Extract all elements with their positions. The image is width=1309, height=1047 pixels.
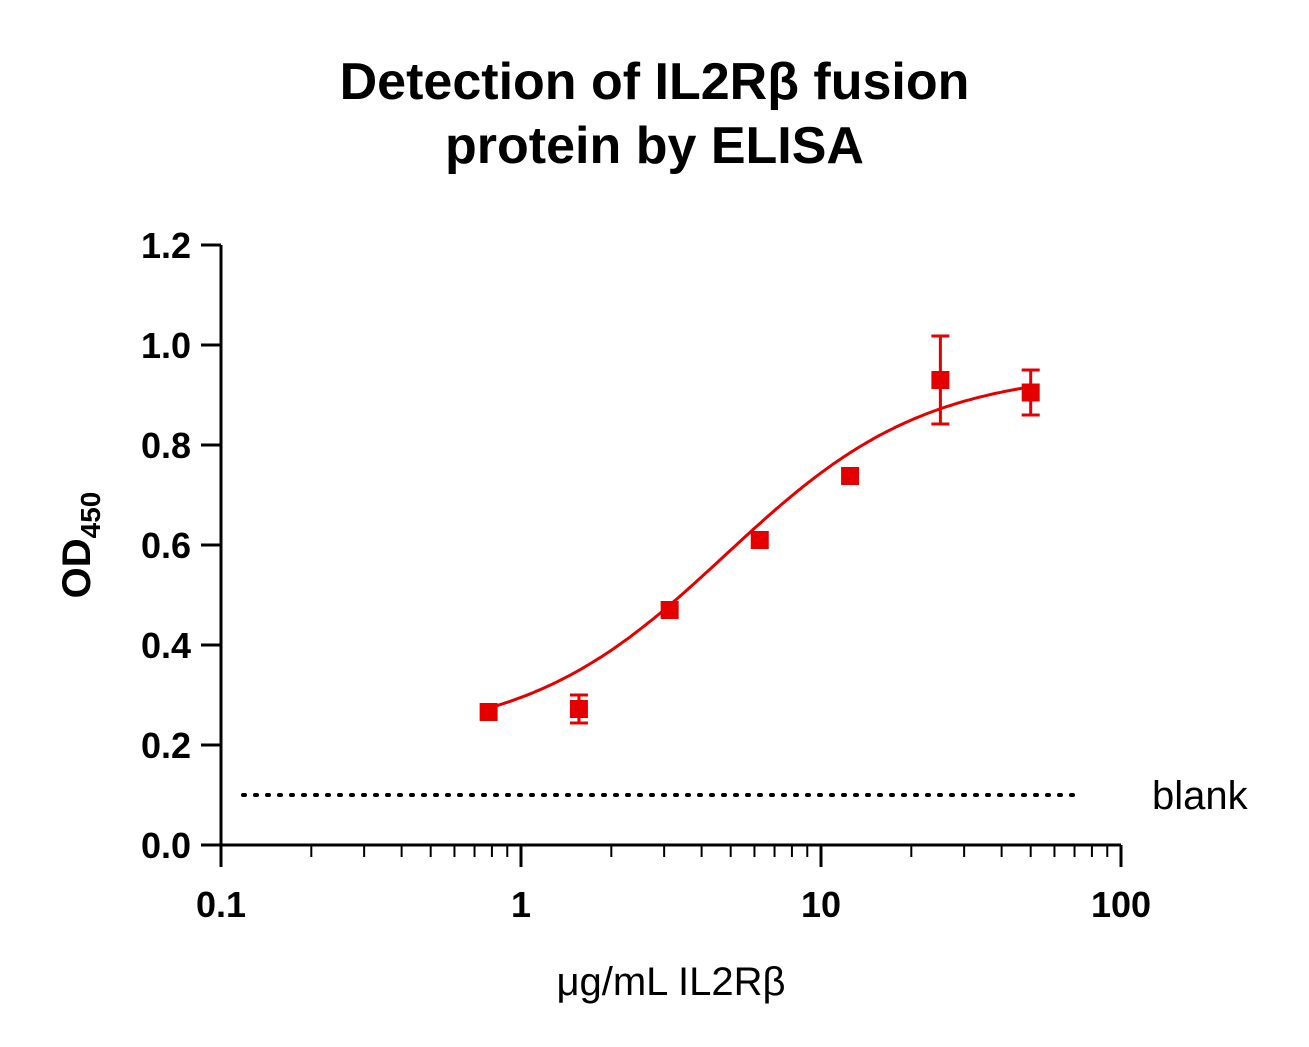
chart-title-line-1: Detection of IL2Rβ fusion (339, 53, 970, 111)
ticks: 0.0 0.2 0.4 0.6 0.8 1.0 1.2 0.1 1 10 100 (141, 225, 1151, 925)
data-points (479, 334, 1040, 725)
data-point-marker (479, 703, 498, 721)
x-axis-label: μg/mL IL2Rβ (556, 960, 785, 1004)
x-tick-label: 10 (801, 884, 841, 925)
y-tick-label: 0.8 (141, 425, 191, 466)
x-tick-label: 100 (1091, 884, 1151, 925)
data-point-marker (1021, 383, 1040, 402)
y-tick-label: 1.2 (141, 225, 191, 266)
data-point-marker (841, 467, 860, 485)
y-axis-label-sub: 450 (75, 492, 106, 539)
data-point-marker (660, 601, 679, 619)
x-tick-label: 0.1 (196, 884, 246, 925)
data-point-marker (569, 700, 588, 718)
y-tick-label: 0.6 (141, 525, 191, 566)
chart-title: Detection of IL2Rβ fusion protein by ELI… (0, 50, 1309, 178)
data-point-marker (750, 531, 769, 549)
chart-title-line-2: protein by ELISA (445, 117, 864, 175)
y-tick-label: 0.2 (141, 725, 191, 766)
y-axis-label: OD450 (55, 492, 106, 599)
y-tick-label: 1.0 (141, 325, 191, 366)
reference-line-group: blank (241, 774, 1249, 818)
blank-label: blank (1152, 774, 1249, 818)
x-tick-label: 1 (511, 884, 531, 925)
y-axis-label-main: OD (55, 538, 99, 598)
axes (219, 245, 1121, 847)
y-tick-label: 0.4 (141, 625, 191, 666)
y-tick-label: 0.0 (141, 825, 191, 866)
data-point-marker (931, 371, 950, 389)
